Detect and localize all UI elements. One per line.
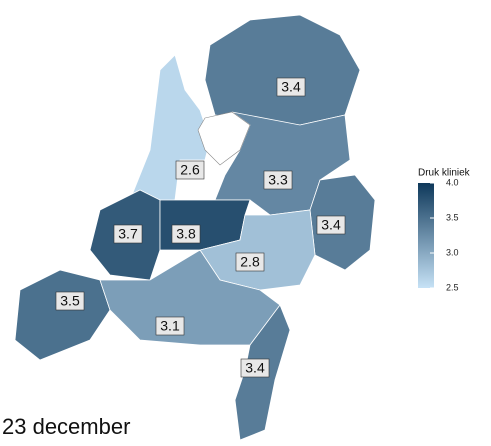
legend: Druk kliniek 4.0 3.5 3.0 2.5: [418, 168, 471, 292]
label-box: [55, 291, 85, 311]
region-label: 3.5: [60, 293, 80, 309]
lake: [197, 111, 251, 166]
region-label: 3.3: [268, 172, 288, 188]
region-label: 3.4: [245, 360, 265, 376]
label-box: [175, 160, 205, 180]
legend-title: Druk kliniek: [418, 168, 471, 179]
legend-tick-label: 2.5: [446, 282, 459, 292]
region-label: 2.6: [180, 162, 200, 178]
label-box: [155, 316, 185, 336]
region: [204, 14, 361, 126]
label-box: [276, 77, 306, 97]
region-label: 3.8: [176, 226, 196, 242]
label-box: [263, 170, 293, 190]
label-box: [240, 358, 270, 378]
region: [129, 54, 211, 206]
label-box: [113, 224, 143, 244]
region: [14, 269, 111, 361]
region-label: 3.1: [160, 318, 180, 334]
region-label: 3.4: [281, 79, 301, 95]
caption: 23 december: [2, 414, 130, 439]
region-labels: 3.4 2.6 3.3 3.4 3.7 3.8 2.8 3.5 3.1 3.4: [55, 77, 346, 378]
region-label: 3.4: [321, 217, 341, 233]
label-box: [235, 252, 265, 272]
region-label: 3.7: [118, 226, 138, 242]
legend-bar: [418, 183, 434, 288]
region-label: 2.8: [240, 254, 260, 270]
label-box: [316, 215, 346, 235]
label-box: [171, 224, 201, 244]
legend-tick-label: 4.0: [446, 177, 459, 187]
legend-tick-label: 3.5: [446, 212, 459, 222]
legend-tick-label: 3.0: [446, 247, 459, 257]
